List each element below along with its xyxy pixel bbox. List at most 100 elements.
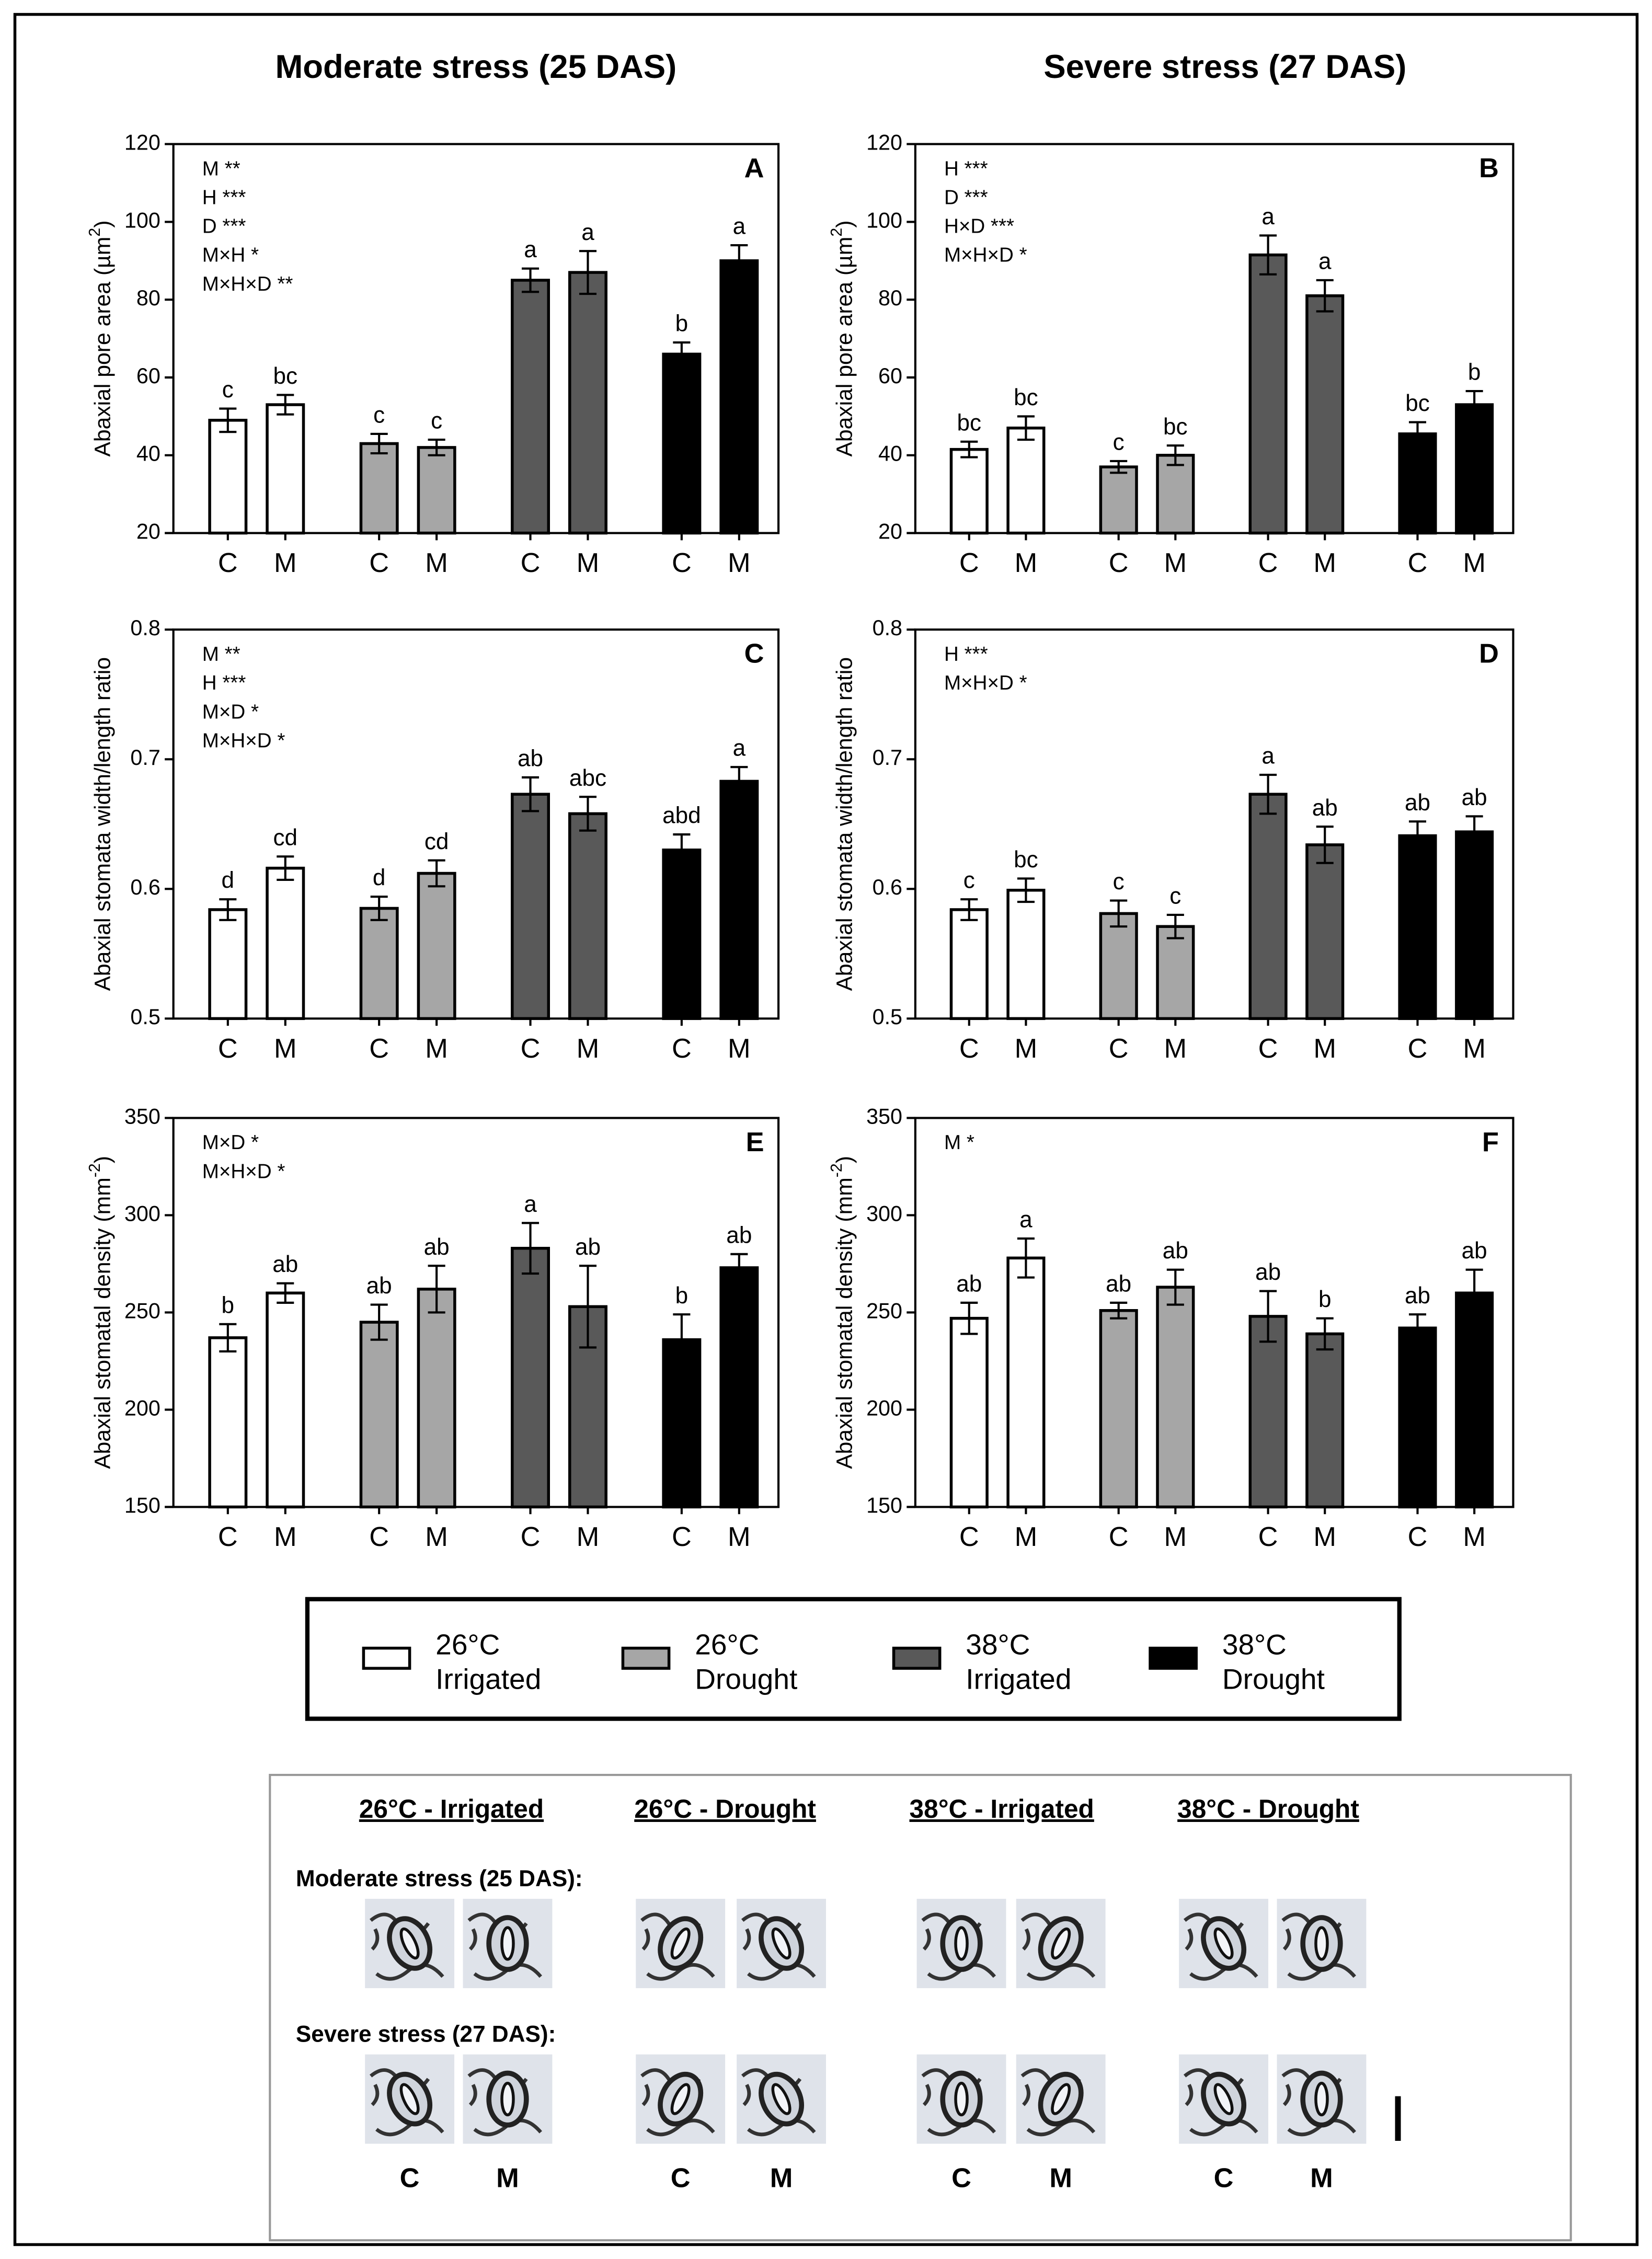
significance-letter: b	[675, 1283, 689, 1309]
legend-box	[305, 1597, 1402, 1721]
y-tick-label: 120	[866, 130, 902, 154]
significance-letter: b	[222, 1292, 235, 1318]
stoma-pore	[399, 1927, 420, 1960]
bar	[1099, 912, 1138, 1020]
legend-label: 26°C	[435, 1628, 500, 1660]
bar	[1248, 253, 1288, 535]
x-tick-label: M	[425, 1034, 448, 1064]
x-tick-label: M	[1015, 548, 1038, 578]
bar	[1398, 432, 1437, 535]
stoma-pore	[1051, 2083, 1071, 2115]
panel-label: B	[1479, 153, 1499, 184]
significance-letter: ab	[1163, 1238, 1188, 1264]
significance-letter: c	[1113, 430, 1125, 455]
y-tick-label: 0.7	[130, 746, 160, 770]
annotation: H ***	[944, 157, 988, 180]
significance-letter: bc	[957, 410, 982, 435]
significance-letter: a	[524, 237, 537, 262]
bar	[1305, 1332, 1345, 1509]
plot-frame	[914, 1117, 1515, 1508]
legend-label: Irrigated	[435, 1663, 541, 1695]
x-tick-label: C	[672, 1522, 692, 1552]
bar	[719, 259, 759, 535]
significance-letter: a	[733, 214, 746, 239]
bar	[1455, 830, 1494, 1020]
legend-swatch	[621, 1646, 671, 1670]
bar	[1455, 403, 1494, 535]
bar	[1156, 1286, 1195, 1509]
bar	[1006, 889, 1046, 1020]
bar	[719, 1266, 759, 1509]
bar	[511, 793, 550, 1020]
y-tick-label: 0.6	[130, 875, 160, 899]
annotation: M×H×D **	[202, 273, 293, 295]
bar	[208, 1336, 248, 1509]
legend-label: Irrigated	[966, 1663, 1071, 1695]
micrograph-column-label: M	[1310, 2163, 1333, 2193]
legend-label: 26°C	[695, 1628, 759, 1660]
bar	[511, 279, 550, 535]
micrograph-column-label: C	[1214, 2163, 1234, 2193]
x-tick-label: C	[1258, 548, 1278, 578]
y-axis-label-text: Abaxial stomatal density (mm	[90, 1177, 116, 1469]
legend-label: Drought	[1222, 1663, 1325, 1695]
annotation: H×D ***	[944, 215, 1014, 238]
bar	[417, 446, 456, 535]
annotation: M×H×D *	[944, 244, 1027, 267]
legend-label: 38°C	[966, 1628, 1030, 1660]
y-axis-label-text: Abaxial pore area (µm	[90, 237, 116, 457]
y-axis-label: Abaxial stomatal density (mm-2)	[828, 1156, 857, 1469]
x-tick-label: C	[369, 1034, 389, 1064]
y-axis-label-end: )	[832, 221, 857, 228]
x-tick-label: M	[1463, 548, 1486, 578]
plot-frame	[172, 143, 780, 534]
x-tick-label: C	[521, 548, 541, 578]
bar	[1006, 426, 1046, 535]
bar	[1248, 1315, 1288, 1509]
y-tick-label: 100	[124, 208, 160, 232]
panel-label: C	[744, 639, 764, 669]
panel-label: A	[744, 153, 764, 184]
x-tick-label: M	[1164, 1522, 1187, 1552]
stoma-pore	[1314, 2082, 1329, 2117]
y-axis-label-end: )	[90, 1156, 116, 1163]
significance-letter: abc	[569, 765, 606, 791]
stoma-pore	[500, 1926, 515, 1961]
x-tick-label: C	[369, 548, 389, 578]
bar	[662, 848, 702, 1020]
bar	[949, 1316, 989, 1509]
stoma-pore	[771, 1927, 791, 1960]
annotation: H ***	[944, 643, 988, 666]
micrograph-column-label: C	[671, 2163, 691, 2193]
significance-letter: ab	[518, 746, 543, 772]
y-axis-label: Abaxial pore area (µm2)	[828, 221, 857, 457]
x-tick-label: C	[959, 1522, 979, 1552]
bar	[662, 1338, 702, 1509]
x-tick-label: M	[1313, 1034, 1336, 1064]
significance-letter: b	[1468, 360, 1481, 385]
x-tick-label: M	[728, 548, 751, 578]
y-axis-label-end: )	[832, 1156, 857, 1163]
y-tick-label: 150	[866, 1493, 902, 1517]
panel-label: F	[1482, 1127, 1499, 1157]
bar	[1006, 1256, 1046, 1509]
x-tick-label: M	[1015, 1522, 1038, 1552]
significance-letter: a	[1318, 249, 1332, 274]
panel-label: E	[746, 1127, 764, 1157]
significance-letter: ab	[956, 1271, 982, 1297]
y-tick-label: 0.8	[873, 616, 902, 640]
x-tick-label: C	[218, 1034, 238, 1064]
plot-frame	[914, 628, 1515, 1020]
significance-letter: ab	[272, 1252, 298, 1277]
y-tick-label: 350	[124, 1104, 160, 1128]
significance-letter: ab	[424, 1234, 450, 1260]
x-tick-label: M	[425, 548, 448, 578]
x-tick-label: M	[1164, 548, 1187, 578]
significance-letter: ab	[575, 1234, 601, 1260]
significance-letter: a	[581, 220, 594, 245]
y-tick-label: 350	[866, 1104, 902, 1128]
annotation: M×D *	[202, 701, 259, 723]
bar	[1398, 1326, 1437, 1509]
bar	[1248, 793, 1288, 1020]
